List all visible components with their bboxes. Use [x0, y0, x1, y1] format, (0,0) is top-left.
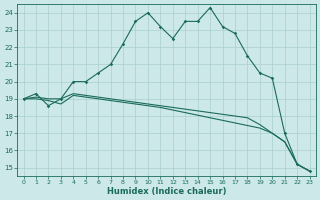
X-axis label: Humidex (Indice chaleur): Humidex (Indice chaleur) [107, 187, 226, 196]
